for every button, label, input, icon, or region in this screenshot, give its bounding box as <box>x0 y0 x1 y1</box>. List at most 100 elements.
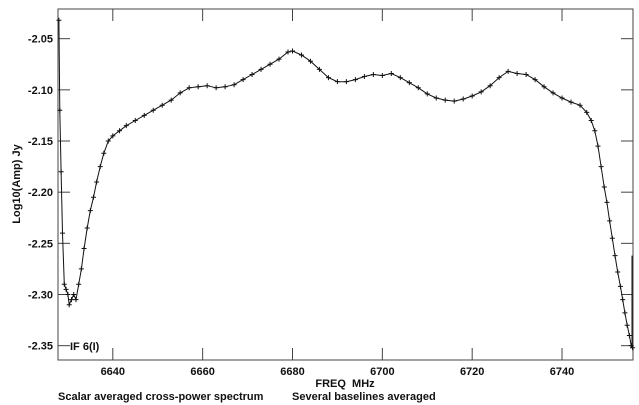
data-point <box>615 269 621 275</box>
data-point <box>65 292 71 298</box>
y-tick-label: -2.05 <box>28 34 53 46</box>
data-point <box>630 345 636 351</box>
data-point <box>289 48 295 54</box>
data-point <box>87 208 93 214</box>
data-point <box>550 90 556 96</box>
data-point <box>195 84 201 90</box>
data-point <box>105 138 111 144</box>
data-point <box>325 75 331 81</box>
y-tick-label: -2.25 <box>28 238 53 250</box>
data-point <box>258 66 264 72</box>
data-point <box>343 79 349 85</box>
data-point <box>523 71 529 77</box>
data-point <box>588 118 594 124</box>
data-point <box>168 97 174 103</box>
data-point <box>397 75 403 81</box>
x-tick-label: 6640 <box>101 366 125 378</box>
data-point <box>68 297 74 303</box>
y-tick-label: -2.15 <box>28 136 53 148</box>
data-point <box>424 91 430 97</box>
data-point <box>81 245 87 251</box>
data-point <box>433 95 439 101</box>
data-point <box>478 89 484 95</box>
data-point <box>584 109 590 115</box>
data-point <box>76 281 82 287</box>
data-point <box>56 17 62 23</box>
y-axis-title: Log10(Amp) Jy <box>11 143 23 223</box>
data-point <box>110 133 116 139</box>
data-point <box>159 102 165 108</box>
data-point <box>94 179 100 185</box>
data-point <box>141 112 147 118</box>
x-axis-title: FREQ MHz <box>315 378 375 390</box>
data-point <box>379 73 385 79</box>
y-tick-label: -2.10 <box>28 85 53 97</box>
footer-right: Several baselines averaged <box>292 391 436 403</box>
data-point <box>240 77 246 83</box>
data-point <box>469 93 475 99</box>
data-point <box>607 218 613 224</box>
data-point <box>505 68 511 74</box>
data-point <box>63 286 69 292</box>
data-point <box>541 84 547 90</box>
y-tick-label: -2.35 <box>28 341 53 353</box>
data-point <box>222 84 228 90</box>
plot-frame <box>57 8 634 361</box>
data-point <box>132 118 138 124</box>
data-point <box>57 107 63 113</box>
data-point <box>249 71 255 77</box>
data-point <box>97 164 103 170</box>
plot-annotation: IF 6(I) <box>70 341 100 353</box>
data-point <box>617 283 623 289</box>
x-tick-label: 6660 <box>190 366 214 378</box>
data-point <box>601 184 607 190</box>
data-point <box>442 97 448 103</box>
data-point <box>231 82 237 88</box>
data-point <box>598 164 604 170</box>
data-point <box>117 128 123 134</box>
data-point <box>58 169 64 175</box>
data-point <box>186 85 192 91</box>
data-point <box>352 77 358 83</box>
data-point <box>101 150 107 156</box>
data-point <box>595 143 601 149</box>
data-point <box>577 102 583 108</box>
data-point <box>150 107 156 113</box>
data-point <box>73 297 79 303</box>
y-tick-label: -2.20 <box>28 187 53 199</box>
data-point <box>370 71 376 77</box>
data-point <box>568 99 574 105</box>
x-tick-label: 6700 <box>370 366 394 378</box>
x-tick-label: 6740 <box>550 366 574 378</box>
x-tick-label: 6680 <box>280 366 304 378</box>
data-point <box>298 52 304 58</box>
data-point <box>620 297 626 303</box>
data-point <box>307 58 313 64</box>
data-point <box>559 95 565 101</box>
data-point <box>388 70 394 76</box>
data-point <box>78 266 84 272</box>
data-point <box>59 230 65 236</box>
data-point <box>204 83 210 89</box>
data-point <box>612 253 618 259</box>
series-line <box>58 20 634 348</box>
data-point <box>624 322 630 328</box>
data-point <box>609 235 615 241</box>
data-point <box>604 199 610 205</box>
data-point <box>267 61 273 67</box>
data-point <box>622 310 628 316</box>
data-point <box>316 66 322 72</box>
data-point <box>626 332 632 338</box>
data-point <box>177 90 183 96</box>
data-point <box>66 302 72 308</box>
footer-left: Scalar averaged cross-power spectrum <box>58 391 264 403</box>
data-point <box>61 281 67 287</box>
x-tick-label: 6720 <box>460 366 484 378</box>
data-point <box>334 79 340 85</box>
data-point <box>90 194 96 200</box>
data-point <box>285 49 291 55</box>
data-point <box>276 56 282 62</box>
data-point <box>514 70 520 76</box>
data-point <box>406 80 412 86</box>
